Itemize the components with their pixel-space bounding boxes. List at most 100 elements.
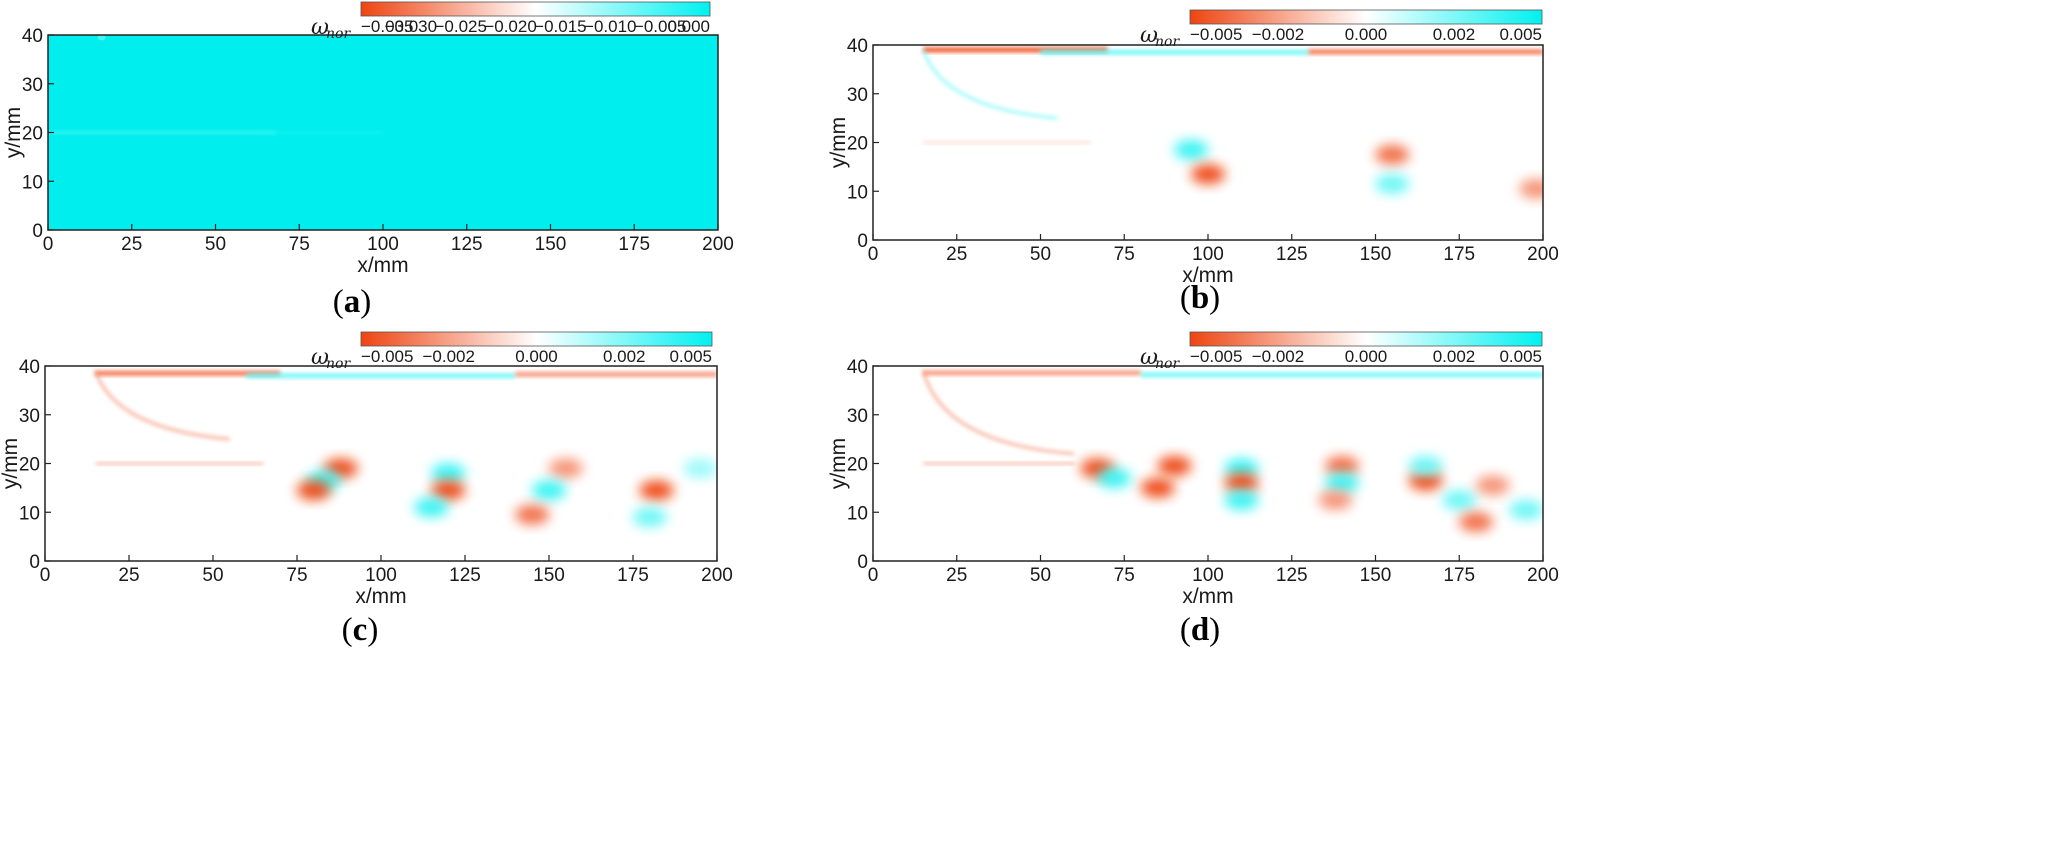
wall-band (246, 373, 516, 379)
vortex-blob (1097, 468, 1132, 488)
y-tick-label: 0 (857, 231, 868, 252)
x-tick-label: 175 (618, 234, 650, 255)
x-tick-label: 175 (1443, 244, 1475, 265)
x-tick-label: 75 (289, 234, 310, 255)
x-axis-label: x/mm (357, 254, 408, 277)
wall-band (923, 370, 1141, 376)
vortex-blob (1224, 473, 1259, 493)
vortex-blob (1375, 174, 1410, 194)
colorbar-tick-label: −0.005 (1190, 347, 1242, 366)
colorbar-tick-label: −0.035 (361, 17, 413, 36)
panel-d: 0 25 50 75 100 125 150 175 200 0 10 20 30 40 x/mm y/mm −… (827, 331, 1559, 648)
colorbar: −0.035−0.030−0.025−0.020−0.015−0.010−0.0… (311, 1, 711, 42)
vortex-blob (1157, 456, 1192, 476)
vortex-blob (1509, 500, 1543, 520)
wall-band (95, 370, 281, 376)
x-axis-label: x/mm (355, 585, 406, 608)
vortex-blob (1224, 490, 1259, 510)
y-tick-label: 0 (857, 552, 868, 573)
x-tick-label: 175 (617, 565, 649, 586)
colorbar-tick-label: −0.005 (634, 17, 686, 36)
vortex-blob (683, 458, 717, 479)
x-tick-label: 0 (868, 565, 879, 586)
colorbar-gradient (360, 331, 713, 347)
vorticity-field (94, 370, 717, 527)
x-tick-label: 125 (451, 234, 483, 255)
colorbar-tick-label: −0.005 (1190, 25, 1242, 44)
colorbar-tick-label: 0.000 (515, 347, 558, 366)
colorbar-tick-label: 0.000 (667, 17, 710, 36)
y-tick-label: 40 (847, 357, 868, 378)
vortex-blob (632, 507, 667, 527)
panel-a: 0 25 50 75 100 125 150 175 200 0 10 20 30 40 x/mm y/mm −… (2, 1, 734, 320)
x-tick-label: 25 (118, 565, 139, 586)
vortex-blob (1375, 144, 1410, 165)
shock-line (922, 49, 1058, 120)
shear-layer (95, 462, 264, 465)
vortex-blob (414, 497, 449, 518)
wall-band (515, 371, 717, 377)
x-tick-label: 175 (1443, 565, 1475, 586)
x-tick-label: 25 (946, 244, 967, 265)
colorbar-subscript: nor (326, 26, 351, 42)
colorbar-gradient (1189, 9, 1543, 25)
x-tick-label: 125 (1276, 244, 1308, 265)
vortex-blob (1519, 179, 1543, 199)
colorbar-tick-label: 0.002 (1433, 25, 1476, 44)
x-tick-label: 25 (121, 234, 142, 255)
y-tick-label: 10 (22, 172, 43, 193)
shock-line (922, 370, 1075, 455)
vortex-blob (515, 504, 550, 525)
vortex-blob (639, 480, 674, 501)
vortex-blob (431, 480, 466, 501)
y-axis-label: y/mm (827, 117, 850, 168)
colorbar-tick-label: −0.002 (423, 347, 475, 366)
colorbar-tick-label: −0.030 (385, 17, 437, 36)
x-tick-label: 50 (1030, 565, 1051, 586)
y-tick-label: 40 (22, 26, 43, 47)
x-tick-label: 100 (367, 234, 399, 255)
panel-label: (b) (1180, 280, 1220, 316)
vortex-blob (296, 480, 331, 501)
y-tick-label: 20 (22, 124, 43, 145)
colorbar-tick-label: −0.002 (1252, 25, 1304, 44)
x-tick-label: 150 (533, 565, 565, 586)
vorticity-field (922, 47, 1543, 199)
y-tick-label: 10 (847, 182, 868, 203)
vortex-blob (1140, 478, 1175, 498)
x-tick-label: 125 (1276, 565, 1308, 586)
y-axis-label: y/mm (827, 438, 850, 489)
x-tick-label: 0 (43, 234, 54, 255)
x-tick-label: 75 (1114, 244, 1135, 265)
x-tick-label: 200 (1527, 244, 1559, 265)
y-tick-label: 10 (19, 503, 40, 524)
wall-band (1141, 372, 1543, 378)
x-tick-label: 0 (868, 244, 879, 265)
x-tick-label: 150 (1360, 565, 1392, 586)
colorbar-tick-label: −0.010 (584, 17, 636, 36)
colorbar-tick-label: 0.005 (1499, 25, 1542, 44)
vortex-blob (548, 458, 583, 479)
x-tick-label: 100 (1192, 565, 1224, 586)
vortex-blob (1459, 512, 1493, 532)
x-tick-label: 75 (1114, 565, 1135, 586)
colorbar-gradient (360, 1, 711, 17)
vortex-blob (1191, 164, 1225, 184)
wall-band (923, 47, 1108, 53)
colorbar-subscript: nor (1155, 34, 1180, 50)
shock-line (94, 370, 230, 441)
x-axis-label: x/mm (1182, 264, 1233, 287)
colorbar-tick-label: −0.015 (534, 17, 586, 36)
panel-c: 0 25 50 75 100 125 150 175 200 0 10 20 30 40 x/mm y/mm −… (0, 331, 733, 648)
colorbar-tick-label: 0.002 (603, 347, 646, 366)
vorticity-field (922, 370, 1543, 532)
colorbar-tick-label: 0.000 (1345, 347, 1388, 366)
colorbar-tick-label: −0.025 (434, 17, 486, 36)
y-tick-label: 40 (847, 36, 868, 57)
x-axis-label: x/mm (1182, 585, 1233, 608)
colorbar-tick-label: 0.000 (1345, 25, 1388, 44)
colorbar-symbol: ω (311, 345, 329, 370)
